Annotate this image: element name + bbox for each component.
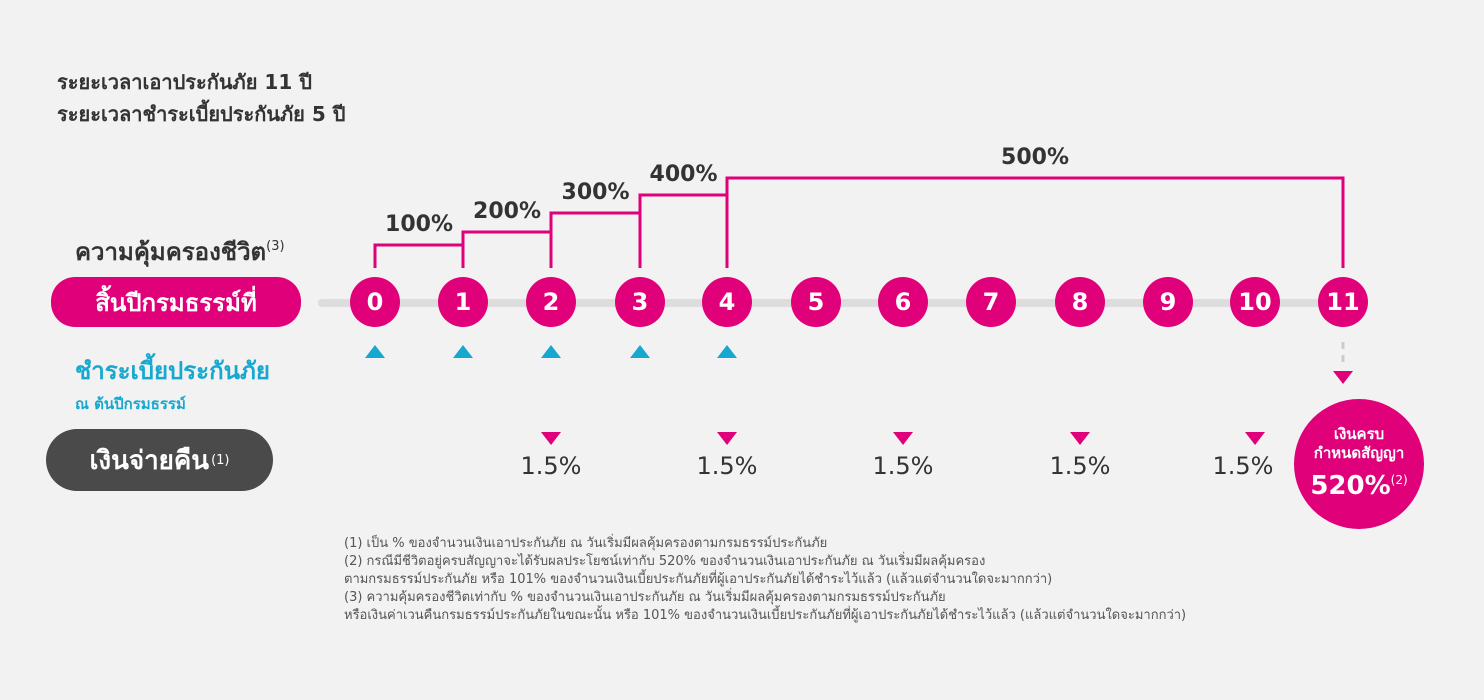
year-circle-6: 6	[878, 277, 928, 327]
refund-note-ref: (1)	[211, 452, 230, 468]
payout-marker-icon	[1245, 432, 1265, 445]
premium-marker-icon	[630, 345, 650, 358]
year-circle-3: 3	[615, 277, 665, 327]
policy-year-pill: สิ้นปีกรมธรรม์ที่	[51, 277, 301, 327]
coverage-step-label: 500%	[1001, 145, 1069, 170]
year-circle-7: 7	[966, 277, 1016, 327]
payout-marker-icon	[1070, 432, 1090, 445]
footnote: ตามกรมธรรม์ประกันภัย หรือ 101% ของจำนวนเ…	[344, 572, 1053, 587]
coverage-step-label: 200%	[473, 199, 541, 224]
life-coverage-label: ความคุ้มครองชีวิต(3)	[75, 232, 285, 271]
premium-label-sub: ณ ต้นปีกรมธรรม์	[75, 395, 186, 413]
payment-period-text: ระยะเวลาชำระเบี้ยประกันภัย 5 ปี	[57, 102, 346, 126]
footnote: หรือเงินค่าเวนคืนกรมธรรม์ประกันภัยในขณะน…	[344, 608, 1187, 623]
premium-marker-icon	[541, 345, 561, 358]
footnote: (1) เป็น % ของจำนวนเงินเอาประกันภัย ณ วั…	[344, 536, 828, 551]
payout-marker-icon	[541, 432, 561, 445]
premium-marker-icon	[717, 345, 737, 358]
footnote: (2) กรณีมีชีวิตอยู่ครบสัญญาจะได้รับผลประ…	[344, 554, 986, 569]
premium-marker-icon	[365, 345, 385, 358]
payout-marker-icon	[893, 432, 913, 445]
payout-value: 1.5%	[872, 452, 934, 480]
coverage-step-label: 300%	[561, 180, 630, 205]
payout-value: 1.5%	[1049, 452, 1111, 480]
premium-marker-icon	[453, 345, 473, 358]
maturity-line2: กำหนดสัญญา	[1313, 444, 1405, 462]
year-circle-9: 9	[1143, 277, 1193, 327]
year-circle-1: 1	[438, 277, 488, 327]
maturity-badge: เงินครบ กำหนดสัญญา 520%(2)	[1294, 399, 1424, 529]
footnotes: (1) เป็น % ของจำนวนเงินเอาประกันภัย ณ วั…	[344, 535, 1186, 625]
maturity-value: 520%(2)	[1310, 463, 1407, 503]
refund-label: เงินจ่ายคืน	[89, 445, 210, 476]
maturity-value-text: 520%	[1310, 471, 1391, 501]
life-coverage-note-ref: (3)	[266, 239, 285, 254]
coverage-period-text: ระยะเวลาเอาประกันภัย 11 ปี	[57, 70, 312, 94]
year-circle-4: 4	[702, 277, 752, 327]
coverage-step-label: 100%	[385, 212, 453, 237]
year-circle-10: 10	[1230, 277, 1280, 327]
payout-value: 1.5%	[1212, 452, 1274, 480]
year-circle-8: 8	[1055, 277, 1105, 327]
premium-label-main: ชำระเบี้ยประกันภัย	[75, 357, 270, 385]
payout-marker-icon	[717, 432, 737, 445]
year-circle-5: 5	[791, 277, 841, 327]
policy-year-label: สิ้นปีกรมธรรม์ที่	[95, 288, 257, 317]
coverage-step-label: 400%	[649, 162, 718, 187]
timeline-track	[318, 299, 1368, 307]
payout-value: 1.5%	[696, 452, 758, 480]
year-circle-2: 2	[526, 277, 576, 327]
footnote: (3) ความคุ้มครองชีวิตเท่ากับ % ของจำนวนเ…	[344, 590, 946, 605]
life-coverage-label-text: ความคุ้มครองชีวิต	[75, 238, 267, 266]
premium-label: ชำระเบี้ยประกันภัย ณ ต้นปีกรมธรรม์	[75, 351, 270, 416]
year-circle-0: 0	[350, 277, 400, 327]
maturity-line1: เงินครบ	[1333, 425, 1385, 443]
year-circle-11: 11	[1318, 277, 1368, 327]
payout-value: 1.5%	[520, 452, 582, 480]
maturity-note-ref: (2)	[1390, 473, 1408, 487]
refund-pill: เงินจ่ายคืน (1)	[46, 429, 273, 491]
